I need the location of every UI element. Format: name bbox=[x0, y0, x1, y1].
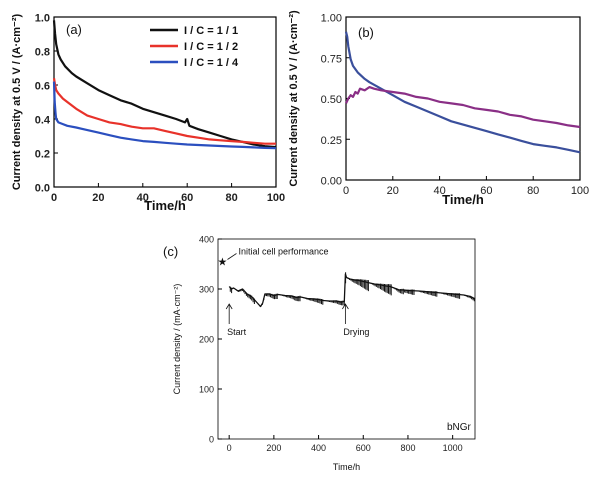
y-tick-label: 1.00 bbox=[321, 13, 342, 25]
y-tick-label: 100 bbox=[199, 385, 214, 395]
x-tick-label: 0 bbox=[343, 185, 349, 197]
plot-frame bbox=[217, 238, 476, 440]
panel-label: (a) bbox=[66, 22, 82, 37]
x-tick-label: 40 bbox=[137, 192, 149, 204]
annotation-label-1: Drying bbox=[343, 327, 369, 337]
series-line-1 bbox=[52, 78, 276, 145]
y-tick-label: 0.4 bbox=[35, 115, 51, 127]
series-line-0 bbox=[344, 31, 581, 154]
initial-point-pointer bbox=[227, 253, 237, 260]
y-tick-label: 0.25 bbox=[321, 135, 342, 147]
x-tick-label: 20 bbox=[92, 192, 104, 204]
x-axis-label: Time/h bbox=[442, 192, 484, 207]
x-tick-label: 80 bbox=[527, 185, 539, 197]
y-axis-label: Current density at 0.5 V / (A·cm⁻²) bbox=[11, 13, 23, 190]
series-noise bbox=[229, 272, 475, 307]
x-tick-label: 60 bbox=[181, 192, 193, 204]
y-tick-label: 300 bbox=[199, 285, 214, 295]
y-tick-label: 0 bbox=[209, 435, 214, 445]
x-tick-label: 60 bbox=[480, 185, 492, 197]
series-line-0 bbox=[228, 273, 476, 308]
y-tick-label: 400 bbox=[199, 235, 214, 245]
panel-label: (c) bbox=[163, 244, 178, 259]
initial-point-marker: ★ bbox=[218, 257, 228, 269]
annotation-arrow-head bbox=[225, 303, 233, 310]
y-tick-label: 0.50 bbox=[321, 94, 342, 106]
annotation-arrow-head bbox=[342, 303, 349, 310]
y-tick-label: 0.8 bbox=[35, 47, 50, 59]
x-tick-label: 0 bbox=[51, 192, 57, 204]
x-tick-label: 600 bbox=[356, 443, 371, 453]
y-tick-label: 0.75 bbox=[321, 53, 342, 65]
x-tick-label: 200 bbox=[266, 443, 281, 453]
y-tick-label: 0.2 bbox=[35, 149, 50, 161]
x-tick-label: 0 bbox=[227, 443, 232, 453]
inner-sample-label: bNGr bbox=[447, 422, 472, 433]
panel-label: (b) bbox=[358, 25, 374, 40]
series-line-0 bbox=[52, 20, 277, 149]
x-tick-label: 1000 bbox=[443, 443, 463, 453]
y-tick-label: 0.0 bbox=[35, 183, 50, 195]
x-tick-label: 40 bbox=[433, 185, 445, 197]
plot-frame bbox=[345, 16, 581, 181]
x-tick-label: 100 bbox=[267, 192, 285, 204]
annotation-label-0: Start bbox=[227, 327, 247, 337]
x-tick-label: 400 bbox=[311, 443, 326, 453]
x-tick-label: 800 bbox=[400, 443, 415, 453]
series-line-1 bbox=[345, 85, 581, 129]
y-tick-label: 1.0 bbox=[35, 13, 50, 25]
x-tick-label: 100 bbox=[571, 185, 589, 197]
series-line-2 bbox=[52, 81, 277, 150]
y-tick-label: 200 bbox=[199, 335, 214, 345]
y-axis-label: Current density / (mA·cm⁻²) bbox=[172, 284, 182, 395]
x-axis-label: Time/h bbox=[144, 198, 186, 213]
x-tick-label: 20 bbox=[387, 185, 399, 197]
initial-point-label: Initial cell performance bbox=[238, 247, 328, 257]
x-tick-label: 80 bbox=[225, 192, 237, 204]
chart-panel-2: 0 200 400 600 800 1000 0 100 200 300 400 Time/h Curr… bbox=[163, 235, 476, 472]
legend-label: I / C = 1 / 2 bbox=[184, 41, 238, 53]
plot-frame bbox=[53, 16, 277, 188]
legend-label: I / C = 1 / 4 bbox=[184, 57, 239, 69]
y-tick-label: 0.00 bbox=[321, 176, 342, 188]
legend-label: I / C = 1 / 1 bbox=[184, 25, 238, 37]
y-tick-label: 0.6 bbox=[35, 81, 50, 93]
chart-panel-1: 0 20 40 60 80 100 0.00 0.25 0.50 0.75 1.00 Time/h Cu… bbox=[288, 10, 589, 207]
x-axis-label: Time/h bbox=[333, 462, 360, 472]
chart-panel-0: 0 20 40 60 80 100 0.0 0.2 0.4 0.6 0.8 1.0 Time/h Curr… bbox=[11, 13, 285, 214]
y-axis-label: Current density at 0.5 V / (A·cm⁻²) bbox=[288, 10, 300, 187]
